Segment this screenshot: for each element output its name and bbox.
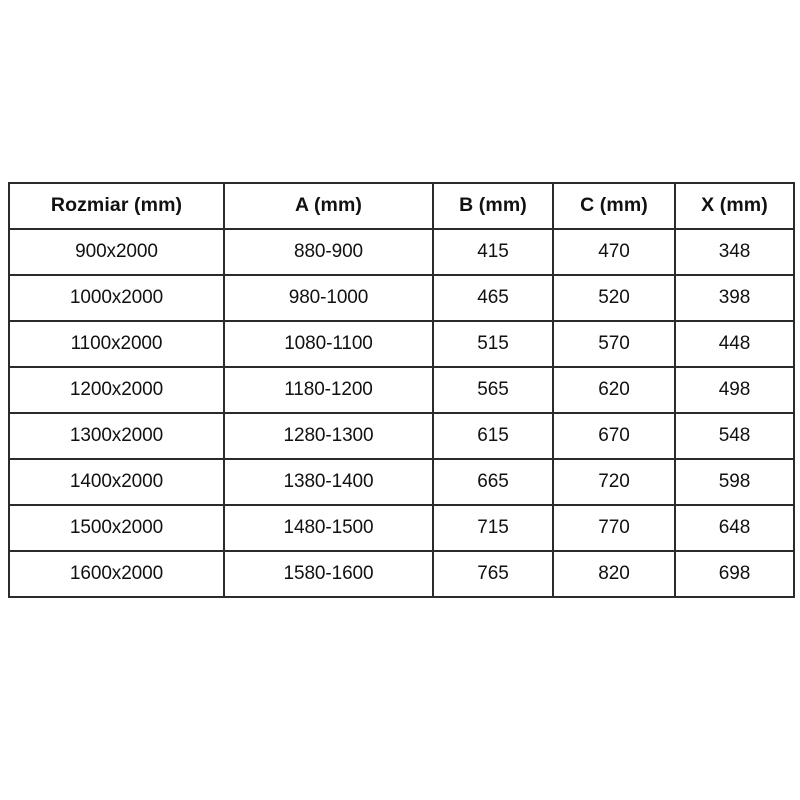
table-body: 900x2000 880-900 415 470 348 1000x2000 9… bbox=[8, 228, 795, 598]
table-row: 1500x2000 1480-1500 715 770 648 bbox=[8, 504, 795, 552]
cell-x: 398 bbox=[674, 274, 795, 322]
cell-size: 1200x2000 bbox=[8, 366, 225, 414]
cell-x: 648 bbox=[674, 504, 795, 552]
cell-c: 620 bbox=[552, 366, 676, 414]
cell-b: 565 bbox=[432, 366, 554, 414]
table-row: 1300x2000 1280-1300 615 670 548 bbox=[8, 412, 795, 460]
specification-table-container: Rozmiar (mm) A (mm) B (mm) C (mm) X (mm)… bbox=[8, 182, 795, 598]
column-header-a: A (mm) bbox=[223, 182, 434, 230]
cell-c: 770 bbox=[552, 504, 676, 552]
cell-a: 880-900 bbox=[223, 228, 434, 276]
cell-c: 670 bbox=[552, 412, 676, 460]
cell-b: 615 bbox=[432, 412, 554, 460]
cell-a: 1080-1100 bbox=[223, 320, 434, 368]
dimensions-table: Rozmiar (mm) A (mm) B (mm) C (mm) X (mm)… bbox=[8, 182, 795, 598]
cell-size: 1500x2000 bbox=[8, 504, 225, 552]
cell-b: 465 bbox=[432, 274, 554, 322]
cell-size: 1300x2000 bbox=[8, 412, 225, 460]
cell-x: 598 bbox=[674, 458, 795, 506]
cell-c: 820 bbox=[552, 550, 676, 598]
cell-x: 498 bbox=[674, 366, 795, 414]
cell-x: 448 bbox=[674, 320, 795, 368]
cell-size: 1100x2000 bbox=[8, 320, 225, 368]
cell-b: 515 bbox=[432, 320, 554, 368]
table-header-row: Rozmiar (mm) A (mm) B (mm) C (mm) X (mm) bbox=[8, 182, 795, 230]
cell-size: 900x2000 bbox=[8, 228, 225, 276]
cell-a: 1380-1400 bbox=[223, 458, 434, 506]
column-header-b: B (mm) bbox=[432, 182, 554, 230]
column-header-c: C (mm) bbox=[552, 182, 676, 230]
cell-x: 348 bbox=[674, 228, 795, 276]
table-row: 1400x2000 1380-1400 665 720 598 bbox=[8, 458, 795, 506]
cell-a: 1280-1300 bbox=[223, 412, 434, 460]
table-row: 900x2000 880-900 415 470 348 bbox=[8, 228, 795, 276]
cell-size: 1000x2000 bbox=[8, 274, 225, 322]
cell-b: 715 bbox=[432, 504, 554, 552]
cell-a: 980-1000 bbox=[223, 274, 434, 322]
cell-size: 1400x2000 bbox=[8, 458, 225, 506]
table-header: Rozmiar (mm) A (mm) B (mm) C (mm) X (mm) bbox=[8, 182, 795, 230]
column-header-size: Rozmiar (mm) bbox=[8, 182, 225, 230]
cell-c: 520 bbox=[552, 274, 676, 322]
cell-b: 665 bbox=[432, 458, 554, 506]
cell-a: 1180-1200 bbox=[223, 366, 434, 414]
table-row: 1200x2000 1180-1200 565 620 498 bbox=[8, 366, 795, 414]
table-row: 1600x2000 1580-1600 765 820 698 bbox=[8, 550, 795, 598]
column-header-x: X (mm) bbox=[674, 182, 795, 230]
table-row: 1000x2000 980-1000 465 520 398 bbox=[8, 274, 795, 322]
cell-a: 1580-1600 bbox=[223, 550, 434, 598]
cell-b: 765 bbox=[432, 550, 554, 598]
cell-a: 1480-1500 bbox=[223, 504, 434, 552]
cell-b: 415 bbox=[432, 228, 554, 276]
cell-c: 470 bbox=[552, 228, 676, 276]
cell-c: 570 bbox=[552, 320, 676, 368]
cell-x: 548 bbox=[674, 412, 795, 460]
cell-x: 698 bbox=[674, 550, 795, 598]
cell-c: 720 bbox=[552, 458, 676, 506]
table-row: 1100x2000 1080-1100 515 570 448 bbox=[8, 320, 795, 368]
cell-size: 1600x2000 bbox=[8, 550, 225, 598]
